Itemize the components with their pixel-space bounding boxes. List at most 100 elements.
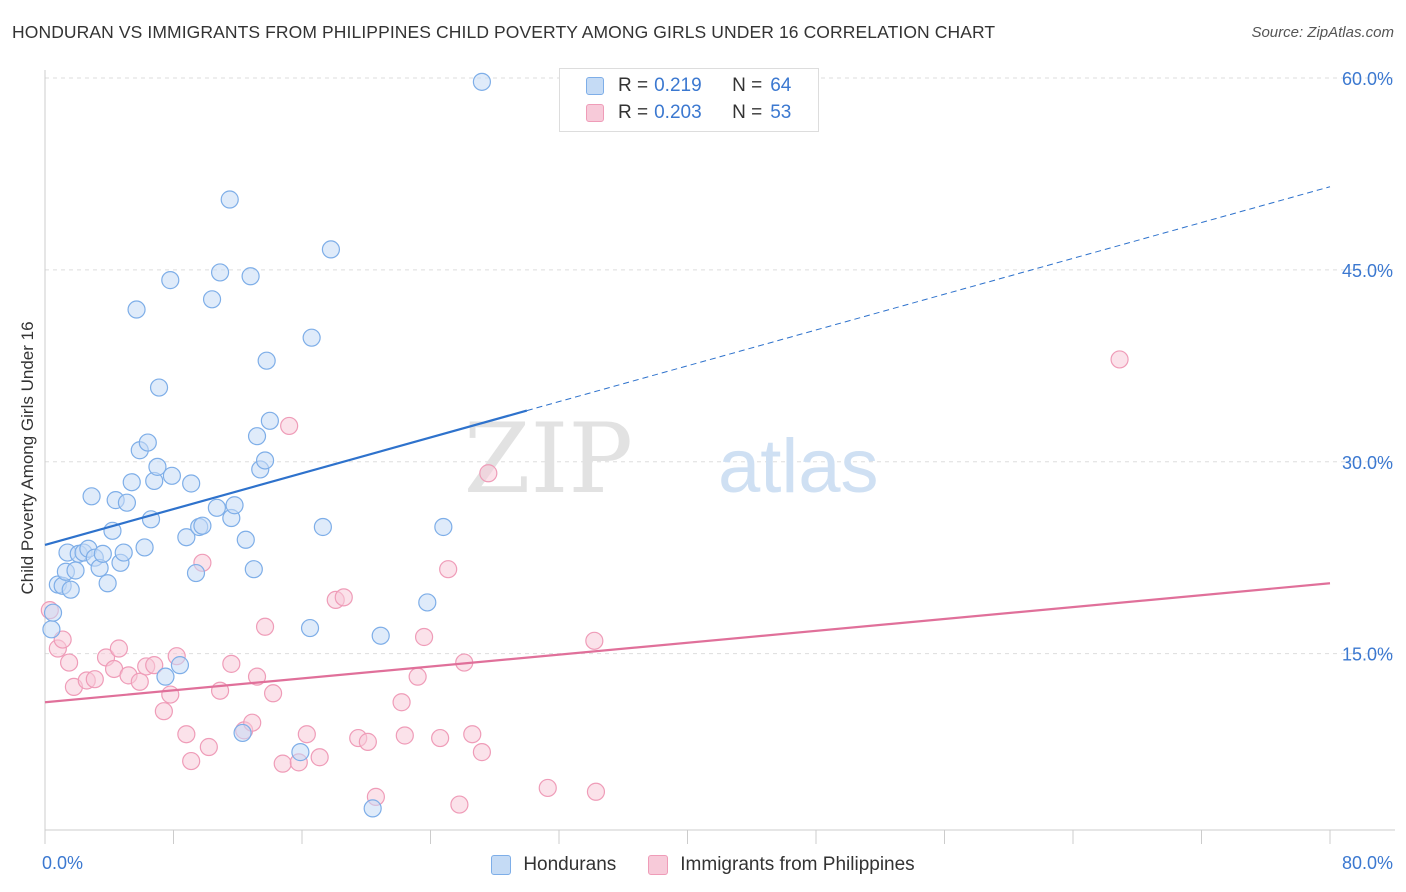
point-honduran <box>241 267 260 286</box>
point-honduran <box>138 433 157 452</box>
point-honduran <box>177 528 196 547</box>
point-philippines <box>392 693 411 712</box>
y-tick-label: 60.0% <box>1342 69 1393 89</box>
point-honduran <box>313 517 332 537</box>
point-honduran <box>321 240 341 259</box>
legend-swatch-philippines <box>586 104 604 122</box>
x-tick-label-min: 0.0% <box>42 853 83 873</box>
point-philippines <box>431 728 450 748</box>
point-philippines <box>154 702 173 721</box>
point-philippines <box>585 631 604 650</box>
series-swatch-hondurans <box>491 855 512 875</box>
point-honduran <box>182 474 201 493</box>
legend-n-value: 64 <box>770 75 792 96</box>
point-philippines <box>109 639 128 658</box>
point-honduran <box>114 543 133 562</box>
point-philippines <box>479 464 498 483</box>
point-philippines <box>395 726 414 745</box>
legend-r-value: 0.203 <box>654 102 702 123</box>
point-philippines <box>182 751 201 771</box>
axes <box>44 70 1395 844</box>
trend-line-hondurans <box>44 409 528 546</box>
point-philippines <box>59 653 79 672</box>
point-honduran <box>202 290 222 309</box>
point-philippines <box>255 617 275 636</box>
point-philippines <box>161 685 180 704</box>
point-honduran <box>148 457 167 476</box>
point-philippines <box>273 754 292 773</box>
point-honduran <box>371 626 390 645</box>
point-honduran <box>363 799 382 818</box>
series-legend-philippines: Immigrants from Philippines <box>648 854 915 876</box>
point-honduran <box>186 563 206 583</box>
point-honduran <box>117 493 137 512</box>
y-tick-label: 30.0% <box>1342 453 1393 473</box>
point-honduran <box>161 271 180 290</box>
point-philippines <box>130 672 149 691</box>
point-philippines <box>463 725 482 744</box>
point-philippines <box>414 627 434 647</box>
point-philippines <box>334 588 353 607</box>
legend-swatch-hondurans <box>586 77 604 95</box>
point-honduran <box>43 603 63 622</box>
point-honduran <box>193 516 212 535</box>
point-philippines <box>358 732 377 751</box>
point-honduran <box>233 723 252 743</box>
x-tick-label-max: 80.0% <box>1342 853 1393 873</box>
source-label: Source: ZipAtlas.com <box>1251 24 1394 41</box>
y-tick-label: 15.0% <box>1342 645 1393 665</box>
point-honduran <box>156 667 175 686</box>
point-honduran <box>82 487 101 506</box>
trend-line-philippines <box>44 582 1331 704</box>
point-honduran <box>300 618 320 638</box>
point-philippines <box>199 737 218 757</box>
point-philippines <box>247 667 267 686</box>
point-philippines <box>586 782 606 801</box>
point-honduran <box>162 466 181 485</box>
point-honduran <box>149 378 169 397</box>
point-philippines <box>177 725 196 744</box>
watermark: ZIP atlas <box>464 403 879 515</box>
point-honduran <box>42 620 61 639</box>
y-tick-label: 45.0% <box>1342 261 1393 281</box>
point-honduran <box>472 72 491 91</box>
point-philippines <box>310 748 329 767</box>
point-philippines <box>408 667 427 686</box>
series-hondurans <box>42 72 491 818</box>
point-philippines <box>280 416 299 436</box>
legend-r-label: R = <box>618 75 649 96</box>
point-honduran <box>247 427 267 446</box>
legend-r-value: 0.219 <box>654 75 702 96</box>
point-honduran <box>291 743 310 762</box>
legend-r-label: R = <box>618 102 649 123</box>
chart-title: HONDURAN VS IMMIGRANTS FROM PHILIPPINES … <box>12 22 996 42</box>
legend-n-label: N = <box>732 102 763 123</box>
point-honduran <box>260 411 279 430</box>
series-legend: Hondurans Immigrants from Philippines <box>0 852 1406 878</box>
point-philippines <box>1110 350 1129 369</box>
point-honduran <box>210 263 230 282</box>
point-honduran <box>244 560 263 579</box>
trend-line-hondurans-extension <box>526 186 1331 412</box>
point-honduran <box>257 351 276 370</box>
point-philippines <box>85 670 104 689</box>
legend-row-philippines: R = 0.203 N = 53 <box>586 100 791 126</box>
point-honduran <box>220 190 239 209</box>
point-honduran <box>434 517 453 537</box>
series-philippines <box>40 350 1129 814</box>
series-legend-label: Immigrants from Philippines <box>680 854 915 875</box>
watermark-zip: ZIP <box>464 403 633 515</box>
series-legend-hondurans: Hondurans <box>491 854 616 876</box>
point-honduran <box>66 561 85 580</box>
point-philippines <box>439 560 458 579</box>
point-philippines <box>53 630 72 649</box>
stats-legend: R = 0.219 N = 64 R = 0.203 N = 53 <box>559 68 819 132</box>
y-axis-label: Child Poverty Among Girls Under 16 <box>18 321 37 594</box>
tick-labels: 15.0% 30.0% 45.0% 60.0% 0.0% 80.0% <box>42 69 1393 873</box>
point-honduran <box>93 544 112 563</box>
point-honduran <box>418 593 437 612</box>
point-philippines <box>538 778 557 798</box>
point-honduran <box>225 496 244 515</box>
point-honduran <box>302 328 321 347</box>
